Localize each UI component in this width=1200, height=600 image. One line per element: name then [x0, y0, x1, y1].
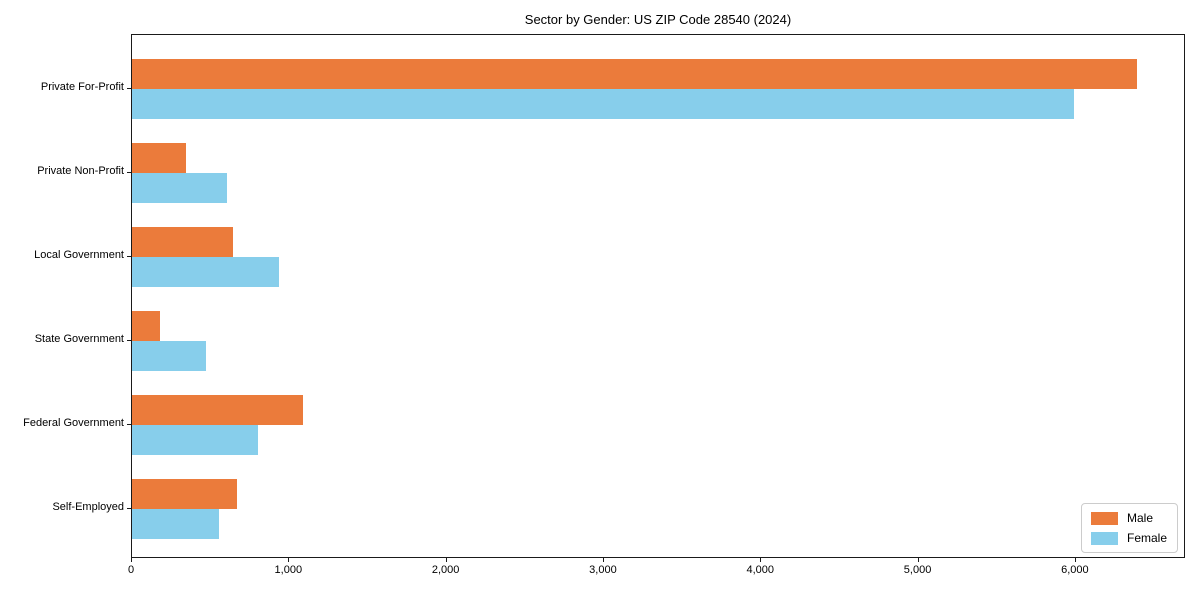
bar-male-1 [132, 59, 1137, 89]
y-tick-mark [127, 88, 131, 89]
legend: Male Female [1080, 503, 1178, 553]
bar-female-2 [132, 173, 227, 203]
y-tick-label: Private For-Profit [40, 81, 124, 93]
x-tick-label: 3,000 [589, 564, 617, 576]
bar-male-3 [132, 227, 234, 257]
legend-label-female: Female [1126, 531, 1167, 545]
y-tick-label: Self-Employed [52, 501, 124, 513]
x-tick-label: 6,000 [1061, 564, 1089, 576]
x-tick-label: 2,000 [431, 564, 460, 576]
male-color-swatch [1090, 511, 1118, 525]
x-tick-mark [602, 558, 604, 562]
legend-label-male: Male [1126, 511, 1153, 525]
chart-title: Sector by Gender: US ZIP Code 28540 (202… [524, 12, 792, 27]
x-tick-mark [288, 558, 290, 562]
y-tick-label: Federal Government [23, 417, 124, 429]
bar-female-3 [132, 257, 279, 287]
x-tick-label: 0 [127, 564, 135, 576]
bar-male-6 [132, 479, 238, 509]
bar-female-4 [132, 341, 206, 371]
bar-female-6 [132, 509, 220, 539]
bar-male-4 [132, 311, 161, 341]
y-tick-label: Private Non-Profit [37, 165, 124, 177]
y-tick-mark [127, 424, 131, 425]
x-tick-mark [917, 558, 919, 562]
plot-area: Male Female [131, 34, 1185, 558]
y-tick-label: State Government [34, 333, 124, 345]
bar-female-5 [132, 425, 258, 455]
x-tick-mark [131, 558, 132, 562]
legend-entry-female: Female [1090, 531, 1167, 545]
bar-female-1 [132, 89, 1075, 119]
x-tick-mark [1074, 558, 1076, 562]
x-tick-label: 5,000 [903, 564, 932, 576]
y-tick-mark [127, 340, 131, 341]
female-color-swatch [1090, 531, 1118, 545]
y-tick-mark [127, 172, 131, 173]
y-tick-mark [127, 256, 131, 257]
x-tick-label: 1,000 [274, 564, 303, 576]
bar-male-5 [132, 395, 304, 425]
x-tick-label: 4,000 [746, 564, 775, 576]
y-tick-label: Local Government [34, 249, 124, 261]
legend-entry-male: Male [1090, 511, 1167, 525]
x-tick-mark [760, 558, 762, 562]
y-tick-mark [127, 508, 131, 509]
x-tick-mark [445, 558, 447, 562]
bar-male-2 [132, 143, 187, 173]
